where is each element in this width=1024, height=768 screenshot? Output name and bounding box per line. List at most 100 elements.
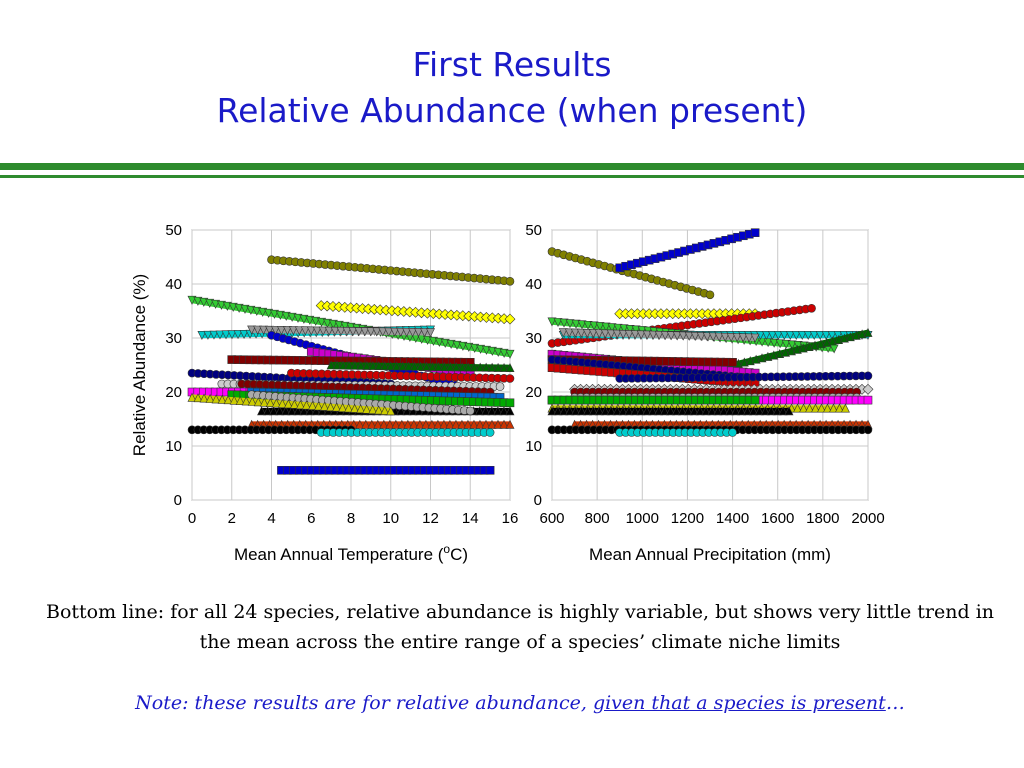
series-point bbox=[264, 308, 274, 318]
series-point bbox=[253, 397, 263, 407]
series-point bbox=[423, 335, 433, 345]
series-point bbox=[648, 406, 658, 416]
series-point bbox=[216, 300, 226, 310]
series-point bbox=[265, 398, 275, 408]
x-tick-label: 0 bbox=[188, 510, 196, 527]
series-point bbox=[793, 341, 803, 351]
y-tick-label: 0 bbox=[534, 492, 542, 509]
series-point bbox=[725, 406, 735, 416]
series-point bbox=[701, 406, 711, 416]
y-tick-label: 20 bbox=[165, 384, 182, 401]
series-point bbox=[465, 406, 475, 416]
series-point bbox=[295, 400, 305, 410]
series-point bbox=[408, 406, 418, 416]
series-point bbox=[576, 328, 586, 338]
series-point bbox=[320, 401, 329, 411]
series-point bbox=[281, 311, 291, 321]
series-point bbox=[277, 398, 287, 408]
series-point bbox=[228, 302, 238, 312]
series-point bbox=[421, 419, 431, 429]
y-tick-label: 40 bbox=[165, 276, 182, 293]
series-point bbox=[380, 361, 390, 371]
series-point bbox=[392, 361, 402, 371]
series-point bbox=[600, 406, 610, 416]
series-point bbox=[275, 406, 285, 416]
series-point bbox=[362, 360, 372, 370]
series-point bbox=[485, 428, 495, 437]
series-point bbox=[402, 406, 412, 416]
series-point bbox=[571, 319, 581, 329]
series-point bbox=[318, 326, 328, 336]
series-point bbox=[630, 406, 640, 416]
series-point bbox=[671, 406, 681, 416]
series-point bbox=[690, 332, 700, 341]
series-point bbox=[714, 332, 724, 342]
series-point bbox=[293, 313, 303, 323]
series-point bbox=[702, 332, 712, 342]
series-point bbox=[594, 329, 604, 339]
series-line bbox=[191, 394, 391, 414]
series-point bbox=[451, 419, 461, 429]
x-axis-label: Mean Annual Temperature (oC) bbox=[234, 542, 468, 564]
series-point bbox=[205, 393, 215, 403]
series-point bbox=[834, 403, 844, 413]
series bbox=[316, 428, 495, 437]
series-point bbox=[427, 419, 437, 429]
series-point bbox=[499, 348, 509, 358]
y-tick-label: 50 bbox=[165, 222, 182, 239]
x-tick-label: 16 bbox=[502, 510, 519, 527]
series-point bbox=[470, 343, 480, 353]
series-point bbox=[270, 325, 280, 335]
series-point bbox=[361, 419, 371, 429]
series-point bbox=[458, 341, 468, 351]
series-point bbox=[350, 360, 360, 370]
x-tick-label: 1600 bbox=[761, 510, 794, 527]
series-point bbox=[505, 374, 515, 383]
series-point bbox=[257, 406, 267, 416]
series-point bbox=[385, 419, 395, 429]
series-point bbox=[728, 358, 737, 367]
series-point bbox=[547, 317, 557, 327]
series-point bbox=[607, 323, 617, 333]
series bbox=[267, 255, 515, 286]
series-point bbox=[252, 306, 262, 316]
series-point bbox=[336, 326, 346, 336]
series-point bbox=[805, 403, 814, 413]
series-point bbox=[311, 406, 321, 416]
series-point bbox=[571, 406, 581, 416]
series-point bbox=[613, 323, 623, 333]
series-point bbox=[391, 419, 401, 429]
series-point bbox=[828, 403, 838, 413]
series-point bbox=[299, 314, 309, 324]
series-point bbox=[636, 406, 646, 416]
series-point bbox=[368, 405, 378, 414]
series-point bbox=[445, 419, 455, 429]
series-point bbox=[487, 406, 497, 416]
series-point bbox=[583, 320, 593, 330]
series-point bbox=[446, 339, 456, 349]
series-point bbox=[485, 466, 495, 475]
note-text: Note: these results are for relative abu… bbox=[40, 688, 1000, 718]
series-point bbox=[505, 349, 515, 359]
series-point bbox=[222, 301, 232, 311]
series-point bbox=[452, 340, 462, 350]
x-tick-label: 1400 bbox=[716, 510, 749, 527]
series bbox=[326, 360, 515, 372]
series-point bbox=[211, 299, 221, 309]
note-underlined: given that a species is present bbox=[592, 692, 886, 714]
series bbox=[547, 395, 760, 405]
series-point bbox=[807, 304, 816, 313]
series-point bbox=[678, 331, 688, 341]
series-point bbox=[672, 331, 682, 341]
series-point bbox=[420, 328, 430, 338]
series-point bbox=[743, 406, 753, 416]
series-point bbox=[754, 406, 764, 416]
series-point bbox=[750, 228, 760, 238]
series-point bbox=[372, 327, 382, 337]
series-point bbox=[469, 419, 479, 429]
series-point bbox=[306, 326, 316, 336]
series-point bbox=[299, 406, 309, 416]
x-tick-label: 800 bbox=[585, 510, 610, 527]
series bbox=[615, 428, 737, 437]
series-point bbox=[217, 394, 227, 404]
